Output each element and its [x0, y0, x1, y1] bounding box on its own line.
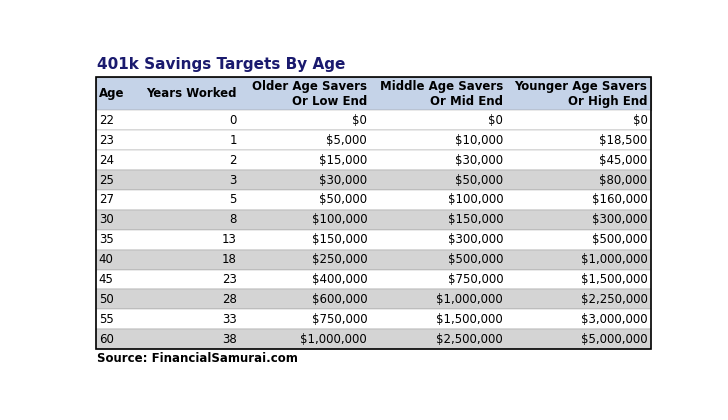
Text: 35: 35 [99, 233, 114, 246]
Text: 23: 23 [99, 134, 114, 147]
FancyBboxPatch shape [95, 270, 651, 289]
Text: 1: 1 [229, 134, 237, 147]
Text: $1,000,000: $1,000,000 [301, 333, 367, 346]
Text: Age: Age [99, 87, 124, 100]
Text: $100,000: $100,000 [448, 194, 503, 207]
Text: $30,000: $30,000 [319, 173, 367, 186]
Text: 27: 27 [99, 194, 114, 207]
Text: $10,000: $10,000 [455, 134, 503, 147]
Text: $150,000: $150,000 [312, 233, 367, 246]
Text: Older Age Savers
Or Low End: Older Age Savers Or Low End [252, 80, 367, 108]
Text: 55: 55 [99, 313, 114, 326]
Text: 50: 50 [99, 293, 114, 306]
Text: $300,000: $300,000 [592, 213, 647, 226]
FancyBboxPatch shape [95, 190, 651, 210]
FancyBboxPatch shape [95, 110, 651, 130]
Text: Younger Age Savers
Or High End: Younger Age Savers Or High End [515, 80, 647, 108]
Text: $50,000: $50,000 [319, 194, 367, 207]
FancyBboxPatch shape [95, 170, 651, 190]
Text: Source: FinancialSamurai.com: Source: FinancialSamurai.com [98, 352, 298, 365]
Text: 38: 38 [222, 333, 237, 346]
Text: 22: 22 [99, 114, 114, 127]
Text: $18,500: $18,500 [599, 134, 647, 147]
Text: 3: 3 [229, 173, 237, 186]
Text: $0: $0 [352, 114, 367, 127]
FancyBboxPatch shape [95, 77, 651, 110]
Text: 30: 30 [99, 213, 114, 226]
Text: $50,000: $50,000 [455, 173, 503, 186]
Text: 18: 18 [222, 253, 237, 266]
Text: 2: 2 [229, 154, 237, 167]
Text: 45: 45 [99, 273, 114, 286]
Text: $500,000: $500,000 [592, 233, 647, 246]
Text: 24: 24 [99, 154, 114, 167]
Text: 28: 28 [222, 293, 237, 306]
FancyBboxPatch shape [95, 130, 651, 150]
Text: Middle Age Savers
Or Mid End: Middle Age Savers Or Mid End [380, 80, 503, 108]
Text: 33: 33 [222, 313, 237, 326]
Text: $30,000: $30,000 [455, 154, 503, 167]
Text: $80,000: $80,000 [599, 173, 647, 186]
Text: 0: 0 [229, 114, 237, 127]
Text: $15,000: $15,000 [319, 154, 367, 167]
FancyBboxPatch shape [95, 210, 651, 230]
Text: $0: $0 [633, 114, 647, 127]
Text: 8: 8 [229, 213, 237, 226]
FancyBboxPatch shape [95, 289, 651, 310]
Text: $500,000: $500,000 [448, 253, 503, 266]
Text: 13: 13 [222, 233, 237, 246]
Text: $250,000: $250,000 [312, 253, 367, 266]
Text: $100,000: $100,000 [312, 213, 367, 226]
Text: $1,000,000: $1,000,000 [581, 253, 647, 266]
Text: $1,500,000: $1,500,000 [581, 273, 647, 286]
Text: $5,000,000: $5,000,000 [581, 333, 647, 346]
Text: Years Worked: Years Worked [146, 87, 237, 100]
Text: $2,500,000: $2,500,000 [436, 333, 503, 346]
Text: $300,000: $300,000 [448, 233, 503, 246]
Text: $150,000: $150,000 [448, 213, 503, 226]
Text: 60: 60 [99, 333, 114, 346]
Text: 5: 5 [229, 194, 237, 207]
Text: $3,000,000: $3,000,000 [581, 313, 647, 326]
Text: 25: 25 [99, 173, 114, 186]
Text: $2,250,000: $2,250,000 [580, 293, 647, 306]
Text: $750,000: $750,000 [448, 273, 503, 286]
Text: $45,000: $45,000 [599, 154, 647, 167]
FancyBboxPatch shape [95, 230, 651, 250]
FancyBboxPatch shape [95, 250, 651, 270]
Text: $1,000,000: $1,000,000 [436, 293, 503, 306]
Text: $750,000: $750,000 [312, 313, 367, 326]
Text: $600,000: $600,000 [312, 293, 367, 306]
FancyBboxPatch shape [95, 329, 651, 349]
Text: 23: 23 [222, 273, 237, 286]
Text: $0: $0 [488, 114, 503, 127]
Text: 40: 40 [99, 253, 114, 266]
Text: $400,000: $400,000 [312, 273, 367, 286]
Text: $160,000: $160,000 [592, 194, 647, 207]
Text: $5,000: $5,000 [326, 134, 367, 147]
FancyBboxPatch shape [95, 150, 651, 170]
Text: 401k Savings Targets By Age: 401k Savings Targets By Age [98, 57, 346, 71]
FancyBboxPatch shape [95, 310, 651, 329]
Text: $1,500,000: $1,500,000 [436, 313, 503, 326]
